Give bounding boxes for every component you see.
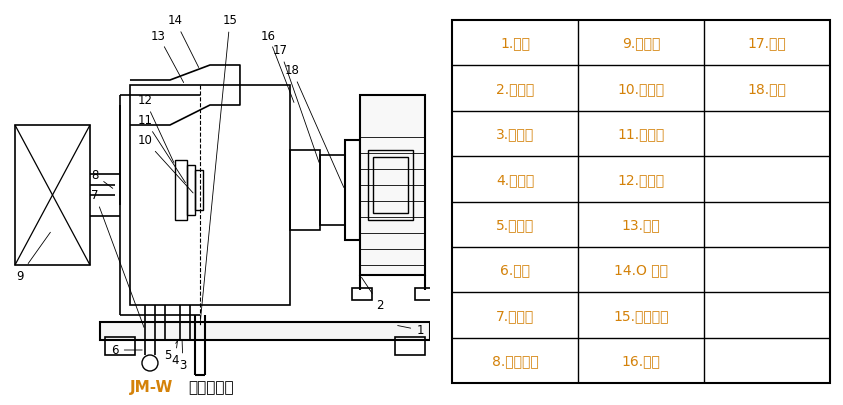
Text: 6.手柄: 6.手柄 (500, 263, 530, 277)
Text: 17: 17 (272, 45, 319, 163)
Text: 18.端盖: 18.端盖 (748, 82, 787, 96)
Text: 4.出料口: 4.出料口 (496, 173, 534, 186)
Text: 3: 3 (180, 340, 186, 371)
Text: 13.刻度: 13.刻度 (621, 217, 660, 232)
Text: 14: 14 (168, 15, 199, 68)
Text: 7: 7 (91, 189, 144, 328)
Bar (100, 322, 430, 340)
Text: 9.加料斗: 9.加料斗 (622, 36, 660, 51)
Text: JM-W: JM-W (130, 379, 174, 394)
Text: 5: 5 (164, 339, 179, 362)
Text: 12.静磨盘: 12.静磨盘 (617, 173, 664, 186)
Text: 8: 8 (91, 169, 113, 189)
Text: 11.动磨盘: 11.动磨盘 (617, 127, 664, 141)
Text: 13: 13 (151, 30, 184, 83)
Text: 3.排漏口: 3.排漏口 (496, 127, 534, 141)
Bar (373, 158, 408, 213)
Text: 14.O 型圈: 14.O 型圈 (614, 263, 668, 277)
Text: 12: 12 (137, 94, 174, 163)
Text: 1: 1 (398, 324, 424, 337)
Text: 15.机械密封: 15.机械密封 (613, 308, 668, 322)
Text: 16.壳体: 16.壳体 (621, 354, 660, 367)
Text: 16: 16 (260, 30, 294, 103)
Bar (320, 156, 345, 226)
Text: 6: 6 (111, 344, 142, 357)
Bar (352, 288, 372, 300)
Text: 9: 9 (16, 233, 51, 282)
Text: 18: 18 (285, 64, 344, 188)
Bar (187, 166, 195, 215)
Bar (290, 151, 320, 230)
Bar (175, 161, 187, 220)
Text: 卧式胶体磨: 卧式胶体磨 (188, 379, 234, 394)
Bar (452, 21, 830, 383)
Text: 10.旋叶刀: 10.旋叶刀 (617, 82, 664, 96)
Bar (360, 96, 425, 275)
Bar (195, 171, 203, 211)
Bar (15, 126, 90, 265)
Bar (345, 141, 360, 241)
Bar (105, 337, 135, 355)
Text: 7.调节盘: 7.调节盘 (496, 308, 534, 322)
Text: 1.底座: 1.底座 (500, 36, 530, 51)
Bar (368, 151, 413, 220)
Text: 15: 15 (201, 15, 238, 322)
Text: 11: 11 (137, 114, 185, 183)
Text: 8.冷却接头: 8.冷却接头 (491, 354, 539, 367)
Text: 2: 2 (362, 278, 384, 312)
Bar (130, 86, 290, 305)
Text: 10: 10 (137, 134, 193, 194)
Bar (395, 337, 425, 355)
Text: 2.电动机: 2.电动机 (496, 82, 534, 96)
Text: 4: 4 (171, 340, 179, 367)
Bar (415, 288, 435, 300)
Text: 17.轴承: 17.轴承 (748, 36, 787, 51)
Text: 5.循环管: 5.循环管 (496, 217, 534, 232)
